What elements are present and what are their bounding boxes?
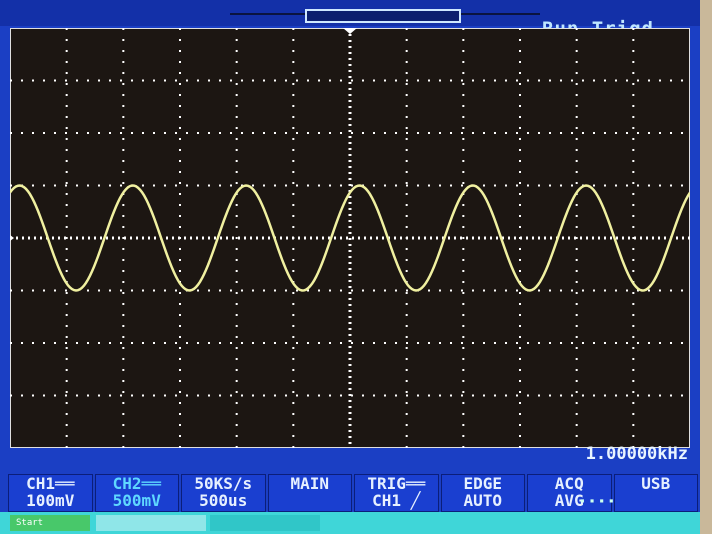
softkey-0[interactable]: CH1══ 100mV xyxy=(8,474,93,512)
softkey-label: USB xyxy=(641,474,671,493)
waveform-display xyxy=(10,28,690,448)
softkey-label: CH2══ xyxy=(112,474,161,493)
taskbar-item[interactable] xyxy=(96,515,206,531)
softkey-label: ACQ xyxy=(554,474,584,493)
ch1-ground-marker xyxy=(10,235,14,241)
softkey-1[interactable]: CH2══ 500mV xyxy=(94,474,179,512)
softkey-3[interactable]: MAIN xyxy=(267,474,352,512)
softkey-label: CH1══ xyxy=(26,474,75,493)
softkey-6[interactable]: ACQ AVG xyxy=(527,474,612,512)
softkey-5[interactable]: EDGE AUTO xyxy=(440,474,525,512)
softkey-bar: CH1══ 100mV CH2══ 500mV 50KS/s 500us MAIN TRIG═… xyxy=(8,474,698,512)
softkey-value: AUTO xyxy=(463,491,503,510)
softkey-label: TRIG══ xyxy=(367,474,426,493)
softkey-value: 100mV xyxy=(26,491,75,510)
memory-window-indicator[interactable] xyxy=(305,9,461,23)
frequency-readout: 1.00000kHz xyxy=(585,444,688,464)
softkey-value: 500mV xyxy=(112,491,161,510)
softkey-7[interactable]: USB xyxy=(613,474,698,512)
softkey-value: 500us xyxy=(199,491,248,510)
softkey-label: EDGE xyxy=(463,474,503,493)
ch1-waveform-trace xyxy=(10,184,690,292)
top-status-bar: Run Trigd xyxy=(0,0,700,40)
taskbar: Start xyxy=(0,512,700,534)
softkey-label: 50KS/s xyxy=(194,474,253,493)
taskbar-item[interactable] xyxy=(210,515,320,531)
softkey-label: MAIN xyxy=(290,474,330,493)
start-button[interactable]: Start xyxy=(10,515,90,531)
softkey-value: CH1 ╱ xyxy=(372,491,421,510)
softkey-2[interactable]: 50KS/s 500us xyxy=(181,474,266,512)
softkey-4[interactable]: TRIG══ CH1 ╱ xyxy=(354,474,439,512)
trigger-position-marker xyxy=(343,28,357,34)
softkey-value: AVG xyxy=(554,491,584,510)
oscilloscope-screen: Run Trigd 1.00000kHz CH1══100mVCH2══500m… xyxy=(0,0,700,512)
system-tray: ▪ ▪ ▪ ▪ xyxy=(580,496,614,505)
